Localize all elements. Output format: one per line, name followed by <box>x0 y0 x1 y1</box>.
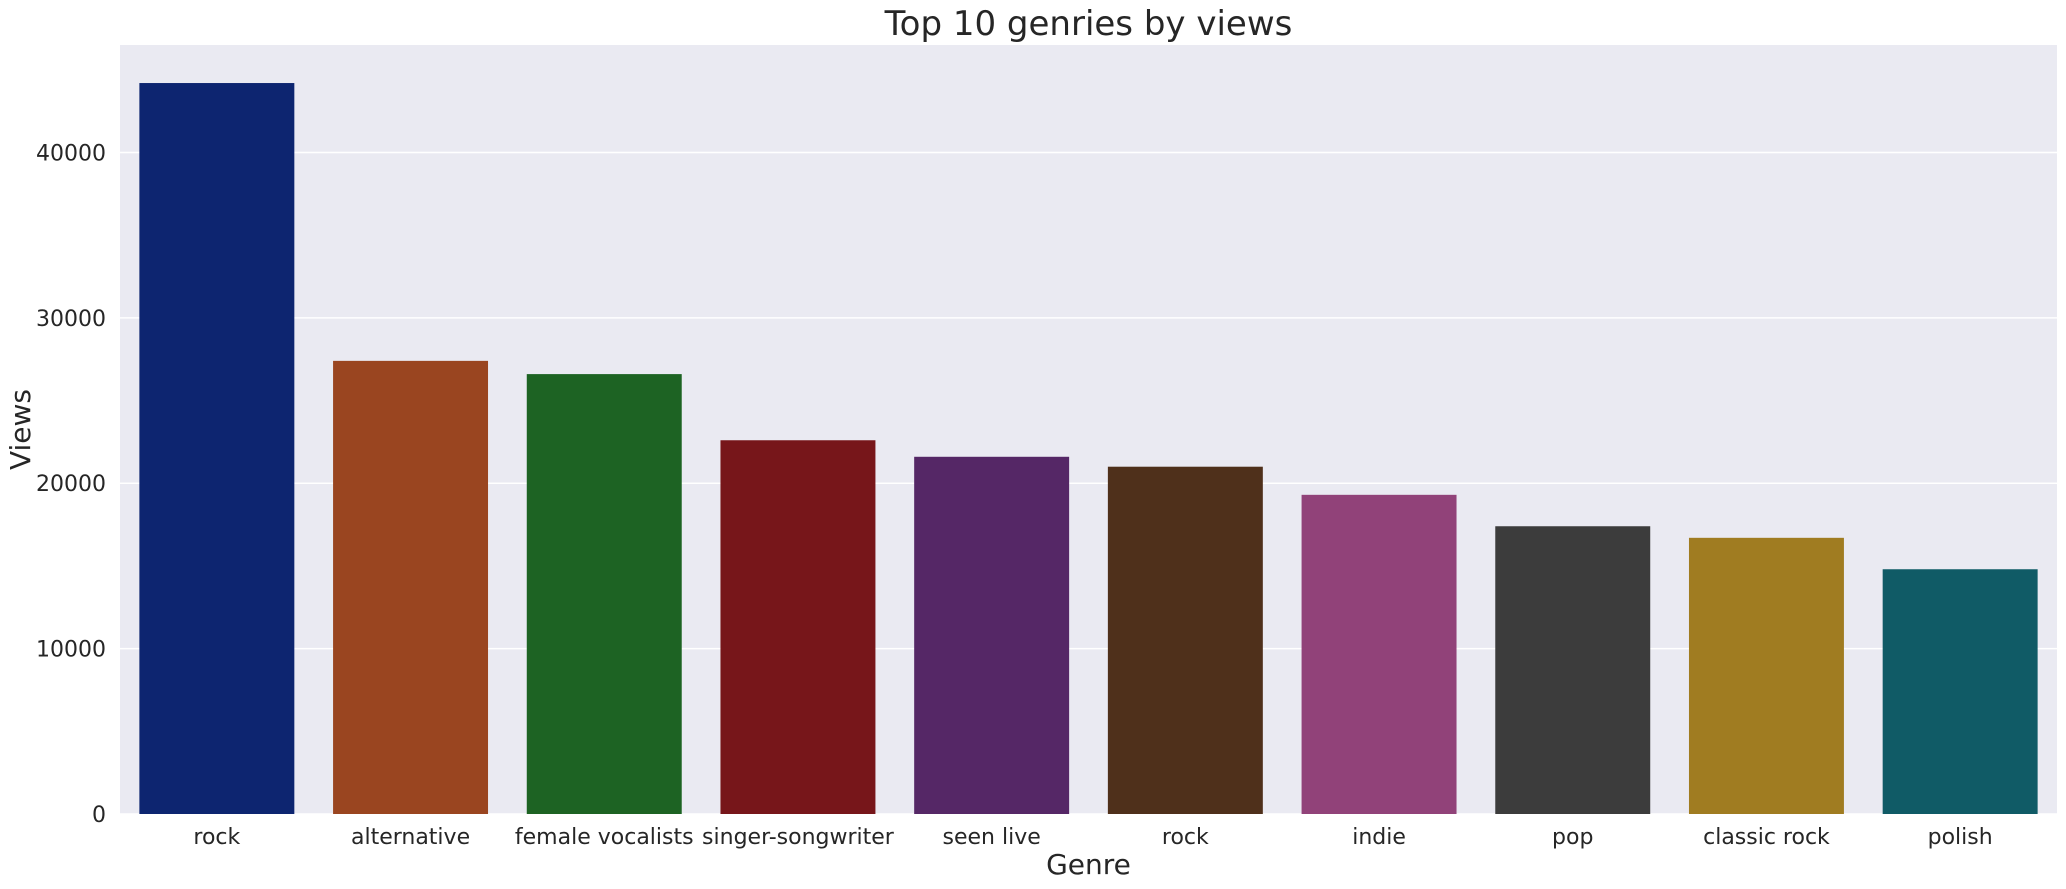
y-axis-label: Views <box>4 389 37 470</box>
bar-7 <box>1495 526 1651 814</box>
x-tick-label: rock <box>1162 825 1209 850</box>
x-tick-label: classic rock <box>1703 825 1830 850</box>
chart-title: Top 10 genries by views <box>884 4 1293 44</box>
y-tick-label: 30000 <box>36 307 106 332</box>
x-tick-label: female vocalists <box>515 825 694 850</box>
x-axis-ticks: rock alternative female vocalists singer-so… <box>193 825 1992 850</box>
x-axis-label: Genre <box>1046 848 1131 881</box>
x-tick-label: alternative <box>351 825 470 850</box>
y-axis-ticks: 0 10000 20000 30000 40000 <box>36 141 106 828</box>
x-tick-label: pop <box>1552 825 1593 850</box>
bar-4 <box>914 456 1070 814</box>
bar-2 <box>526 374 682 814</box>
bars <box>139 83 2038 814</box>
y-tick-label: 40000 <box>36 141 106 166</box>
x-tick-label: seen live <box>943 825 1041 850</box>
x-tick-label: rock <box>193 825 240 850</box>
x-tick-label: indie <box>1352 825 1406 850</box>
bar-0 <box>139 83 295 814</box>
bar-9 <box>1882 569 2038 814</box>
bar-3 <box>720 440 876 814</box>
x-tick-label: singer-songwriter <box>702 825 895 850</box>
bar-6 <box>1301 494 1457 814</box>
y-tick-label: 10000 <box>36 638 106 663</box>
y-tick-label: 20000 <box>36 472 106 497</box>
x-tick-label: polish <box>1928 825 1993 850</box>
bar-5 <box>1107 466 1263 814</box>
bar-8 <box>1688 537 1844 814</box>
bar-1 <box>333 360 489 814</box>
y-tick-label: 0 <box>92 803 106 828</box>
